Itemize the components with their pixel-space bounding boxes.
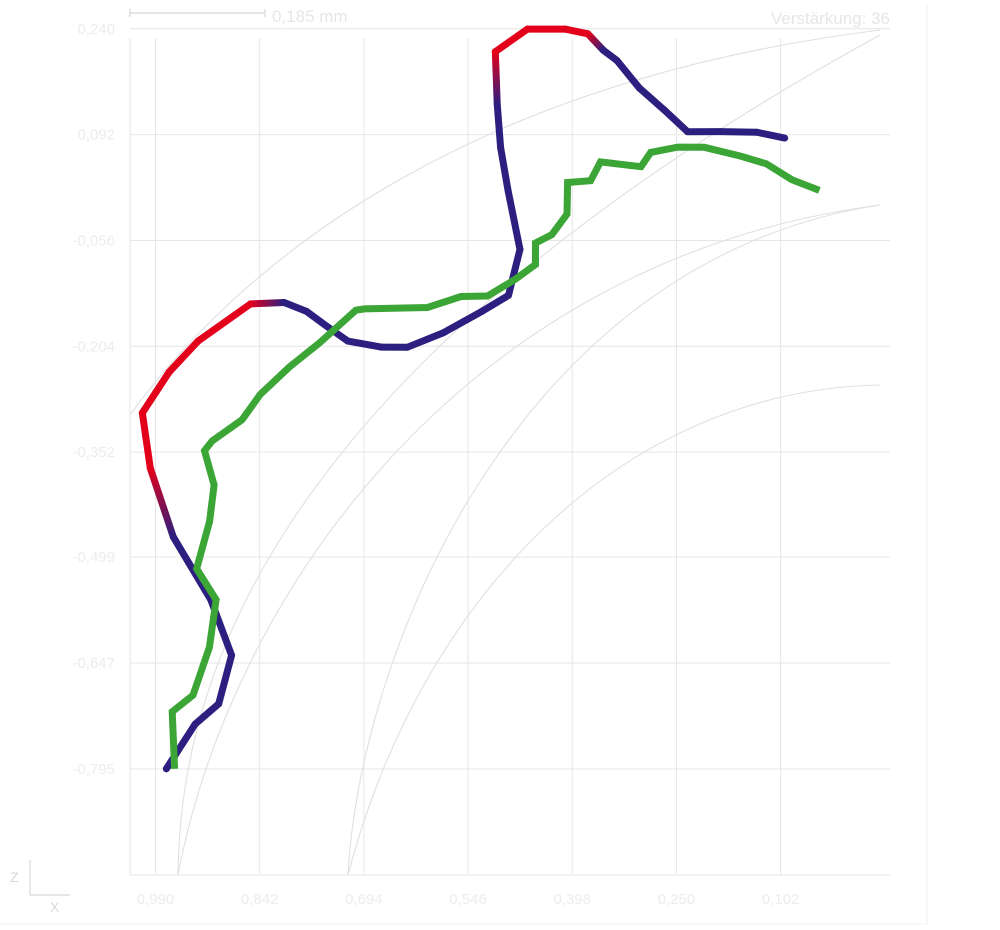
y-tick-label-5: -0,499 <box>72 549 115 566</box>
y-tick-label-2: -0,056 <box>72 232 115 249</box>
nominal-contours <box>129 29 881 876</box>
deviation-line-segment-23 <box>491 48 501 108</box>
scale-bar: 0,185 mm <box>129 7 348 26</box>
deviation-line-segment-31 <box>660 106 692 136</box>
reference-line <box>168 143 821 769</box>
deviation-line-segment-11 <box>280 299 311 315</box>
x-tick-label-5: 0,250 <box>658 891 696 908</box>
deviation-line-segment-6 <box>138 409 154 472</box>
deviation-line-segment-19 <box>504 245 524 299</box>
deviation-line-segment-24 <box>491 25 531 56</box>
deviation-line-segment-14 <box>344 337 385 351</box>
deviation-line-segment-17 <box>439 307 487 337</box>
gain-label: Verstärkung: 36 <box>771 9 890 28</box>
y-tick-label-4: -0,352 <box>72 444 115 461</box>
deviation-line-segment-7 <box>138 368 173 417</box>
gridlines <box>129 28 890 876</box>
deviation-line-segment-1 <box>191 700 223 728</box>
x-tick-label-3: 0,546 <box>449 891 487 908</box>
nominal-contour-4 <box>347 384 881 876</box>
deviation-line-segment-10 <box>246 299 288 308</box>
x-axis-letter: X <box>50 899 60 915</box>
y-tick-label-7: -0,795 <box>72 761 115 778</box>
deviation-line-segment-34 <box>753 128 789 142</box>
deviation-line-segment-9 <box>194 300 254 345</box>
deviation-line-segment-27 <box>584 30 607 54</box>
x-tick-label-6: 0,102 <box>762 891 800 908</box>
deviation-line-segment-33 <box>716 128 761 136</box>
deviation-line-segment-20 <box>504 186 524 253</box>
y-tick-label-1: 0,092 <box>77 127 115 144</box>
x-tick-label-0: 0,990 <box>137 891 175 908</box>
x-tick-labels: 0,990 0,842 0,694 0,546 0,398 0,250 0,102 <box>137 891 800 908</box>
y-tick-label-0: 0,240 <box>77 21 115 38</box>
deviation-line-segment-16 <box>404 329 447 351</box>
deviation-line-segment-21 <box>497 144 512 194</box>
axis-indicator: Z X <box>10 860 70 915</box>
deviation-line-segment-2 <box>215 651 236 708</box>
nominal-contour-0 <box>177 34 881 876</box>
deviation-line-segment-18 <box>479 291 512 315</box>
scale-bar-label: 0,185 mm <box>272 7 348 26</box>
nominal-contour-3 <box>177 204 881 876</box>
deviation-line-segment-29 <box>613 56 643 92</box>
deviation-line-segment-12 <box>303 307 331 330</box>
x-tick-label-2: 0,694 <box>345 891 383 908</box>
x-tick-label-4: 0,398 <box>553 891 591 908</box>
y-tick-label-3: -0,204 <box>72 338 115 355</box>
data-series <box>138 25 821 773</box>
y-tick-label-6: -0,647 <box>72 655 115 672</box>
deviation-line-segment-4 <box>169 533 215 604</box>
deviation-line-segment-30 <box>635 84 668 114</box>
deviation-line-segment-26 <box>562 25 592 38</box>
z-axis-letter: Z <box>10 869 19 885</box>
nominal-contour-2 <box>129 29 881 416</box>
nominal-contour-1 <box>347 204 881 876</box>
deviation-line-segment-5 <box>146 464 177 541</box>
deviation-line-segment-22 <box>493 100 505 152</box>
x-tick-label-1: 0,842 <box>241 891 279 908</box>
y-tick-labels: 0,240 0,092 -0,056 -0,204 -0,352 -0,499 -0,647… <box>72 21 115 778</box>
deviation-line-segment-8 <box>165 337 202 376</box>
